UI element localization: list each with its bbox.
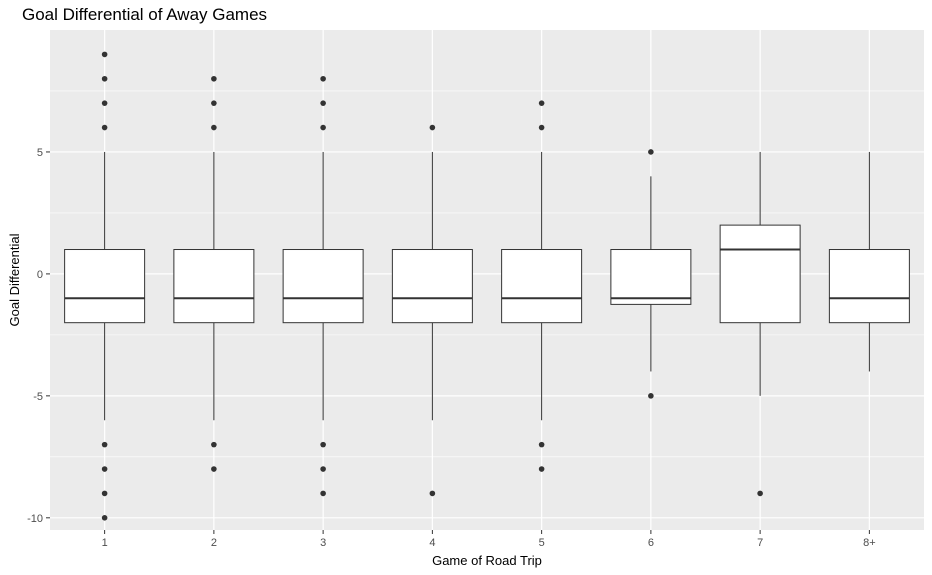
x-tick-label: 7 (757, 537, 763, 549)
outlier-point (538, 441, 545, 448)
box-iqr (282, 249, 364, 324)
x-tick-label: 5 (539, 537, 545, 549)
box-group-5 (501, 100, 583, 472)
outlier-point (538, 466, 545, 472)
y-axis-title: Goal Differential (7, 233, 22, 326)
box-marks (64, 51, 910, 521)
x-tick-label: 4 (429, 537, 435, 549)
outlier-point (101, 490, 108, 497)
outlier-point (320, 490, 326, 497)
chart-title: Goal Differential of Away Games (22, 5, 268, 24)
x-axis-ticks: 1 2 3 4 5 6 7 8+ (102, 530, 876, 549)
box-iqr (610, 249, 692, 305)
box-group-8+ (828, 151, 910, 372)
outlier-point (211, 100, 217, 106)
outlier-point (101, 100, 108, 106)
box-group-3 (282, 75, 364, 497)
outlier-point (211, 441, 217, 448)
outlier-point (538, 124, 545, 131)
outlier-point (648, 149, 654, 155)
box-iqr (501, 249, 583, 324)
y-tick-label: -5 (33, 391, 43, 403)
outlier-point (101, 466, 108, 472)
box-iqr (64, 249, 146, 324)
outlier-point (757, 490, 763, 497)
outlier-point (320, 100, 326, 106)
outlier-point (101, 51, 108, 58)
box-iqr (391, 249, 473, 324)
box-group-6 (610, 149, 692, 399)
outlier-point (101, 124, 108, 131)
y-tick-label: 5 (37, 147, 43, 159)
outlier-point (429, 490, 436, 497)
outlier-point (648, 393, 654, 399)
outlier-point (211, 75, 217, 82)
outlier-point (101, 75, 108, 82)
outlier-point (211, 124, 217, 131)
outlier-point (320, 124, 326, 131)
box-group-4 (391, 124, 473, 497)
x-tick-label: 8+ (863, 537, 876, 549)
outlier-point (101, 515, 108, 521)
x-axis-title: Game of Road Trip (432, 553, 542, 568)
outlier-point (320, 75, 326, 82)
outlier-point (429, 124, 436, 131)
outlier-point (101, 441, 108, 448)
x-tick-label: 3 (320, 537, 326, 549)
outlier-point (211, 466, 217, 472)
box-iqr (719, 224, 801, 324)
x-tick-label: 6 (648, 537, 654, 549)
y-tick-label: -10 (27, 513, 43, 525)
box-iqr (173, 249, 255, 324)
box-iqr (828, 249, 910, 324)
x-tick-label: 1 (102, 537, 108, 549)
box-group-1 (64, 51, 146, 521)
outlier-point (538, 100, 545, 106)
outlier-point (320, 441, 326, 448)
y-axis-ticks: -10 -5 0 5 (27, 147, 50, 525)
minor-gridlines (50, 90, 924, 458)
x-tick-label: 2 (211, 537, 217, 549)
y-tick-label: 0 (37, 269, 43, 281)
outlier-point (320, 466, 326, 472)
box-group-2 (173, 75, 255, 472)
box-group-7 (719, 151, 801, 497)
